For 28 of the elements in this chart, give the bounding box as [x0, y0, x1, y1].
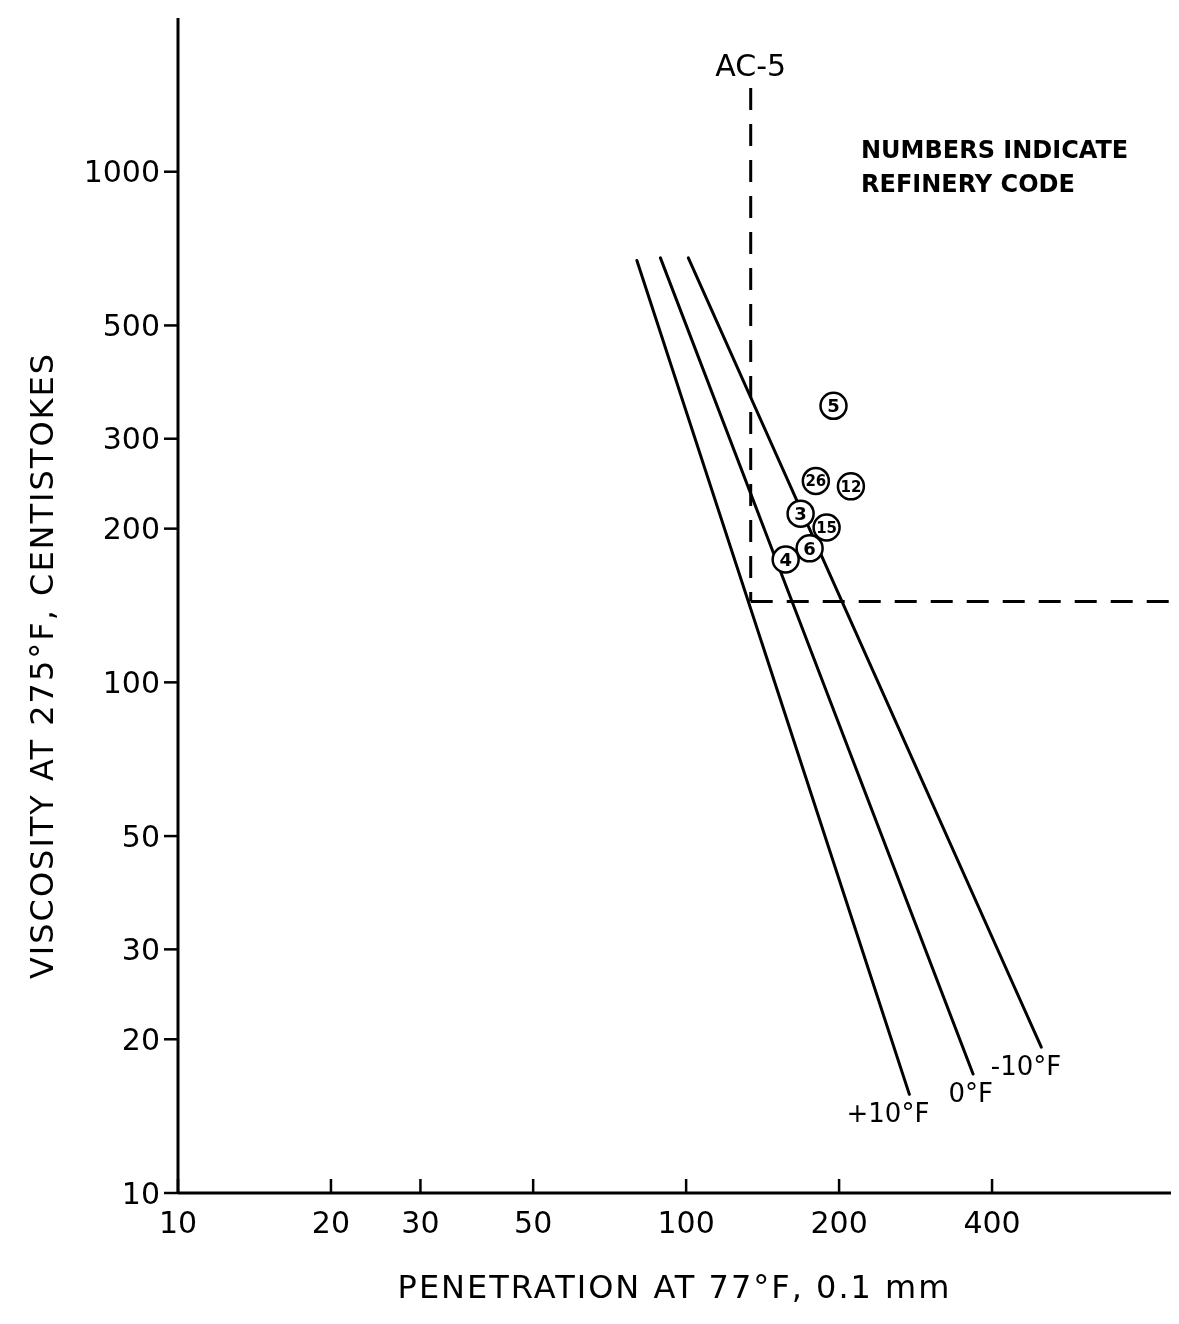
annotation: 4	[779, 549, 792, 570]
x-tick-label: 10	[158, 1205, 198, 1240]
x-tick-label: 30	[401, 1205, 440, 1240]
y-tick-label: 30	[121, 931, 160, 967]
annotation: NUMBERS INDICATE REFINERY CODE	[861, 136, 1129, 198]
y-axis-title: VISCOSITY AT 275°F, CENTISTOKES	[23, 351, 61, 980]
y-tick-label: 300	[102, 421, 160, 457]
annotation: 15	[816, 518, 838, 537]
series-label: +10°F	[846, 1098, 930, 1129]
annotation: 3	[794, 503, 807, 525]
x-tick-label: 100	[657, 1205, 715, 1240]
x-tick-label: 400	[963, 1205, 1021, 1240]
x-tick-label: 20	[311, 1205, 351, 1240]
y-tick-label: 100	[102, 664, 160, 700]
annotation: 12	[840, 477, 862, 496]
y-tick-label: 500	[102, 307, 160, 343]
x-axis-title: PENETRATION AT 77°F, 0.1 mm	[397, 1268, 952, 1306]
ref-line-label: AC-5	[715, 48, 787, 83]
annotation: 26	[805, 472, 827, 491]
y-tick-label: 50	[121, 818, 160, 854]
annotation: 6	[803, 537, 816, 559]
y-tick-label: 10	[121, 1175, 160, 1211]
annotation: 5	[827, 395, 840, 417]
y-tick-label: 200	[102, 511, 160, 547]
y-tick-label: 1000	[83, 154, 160, 190]
x-tick-label: 50	[514, 1205, 553, 1240]
y-tick-label: 20	[121, 1021, 160, 1057]
x-tick-label: 200	[810, 1205, 868, 1240]
